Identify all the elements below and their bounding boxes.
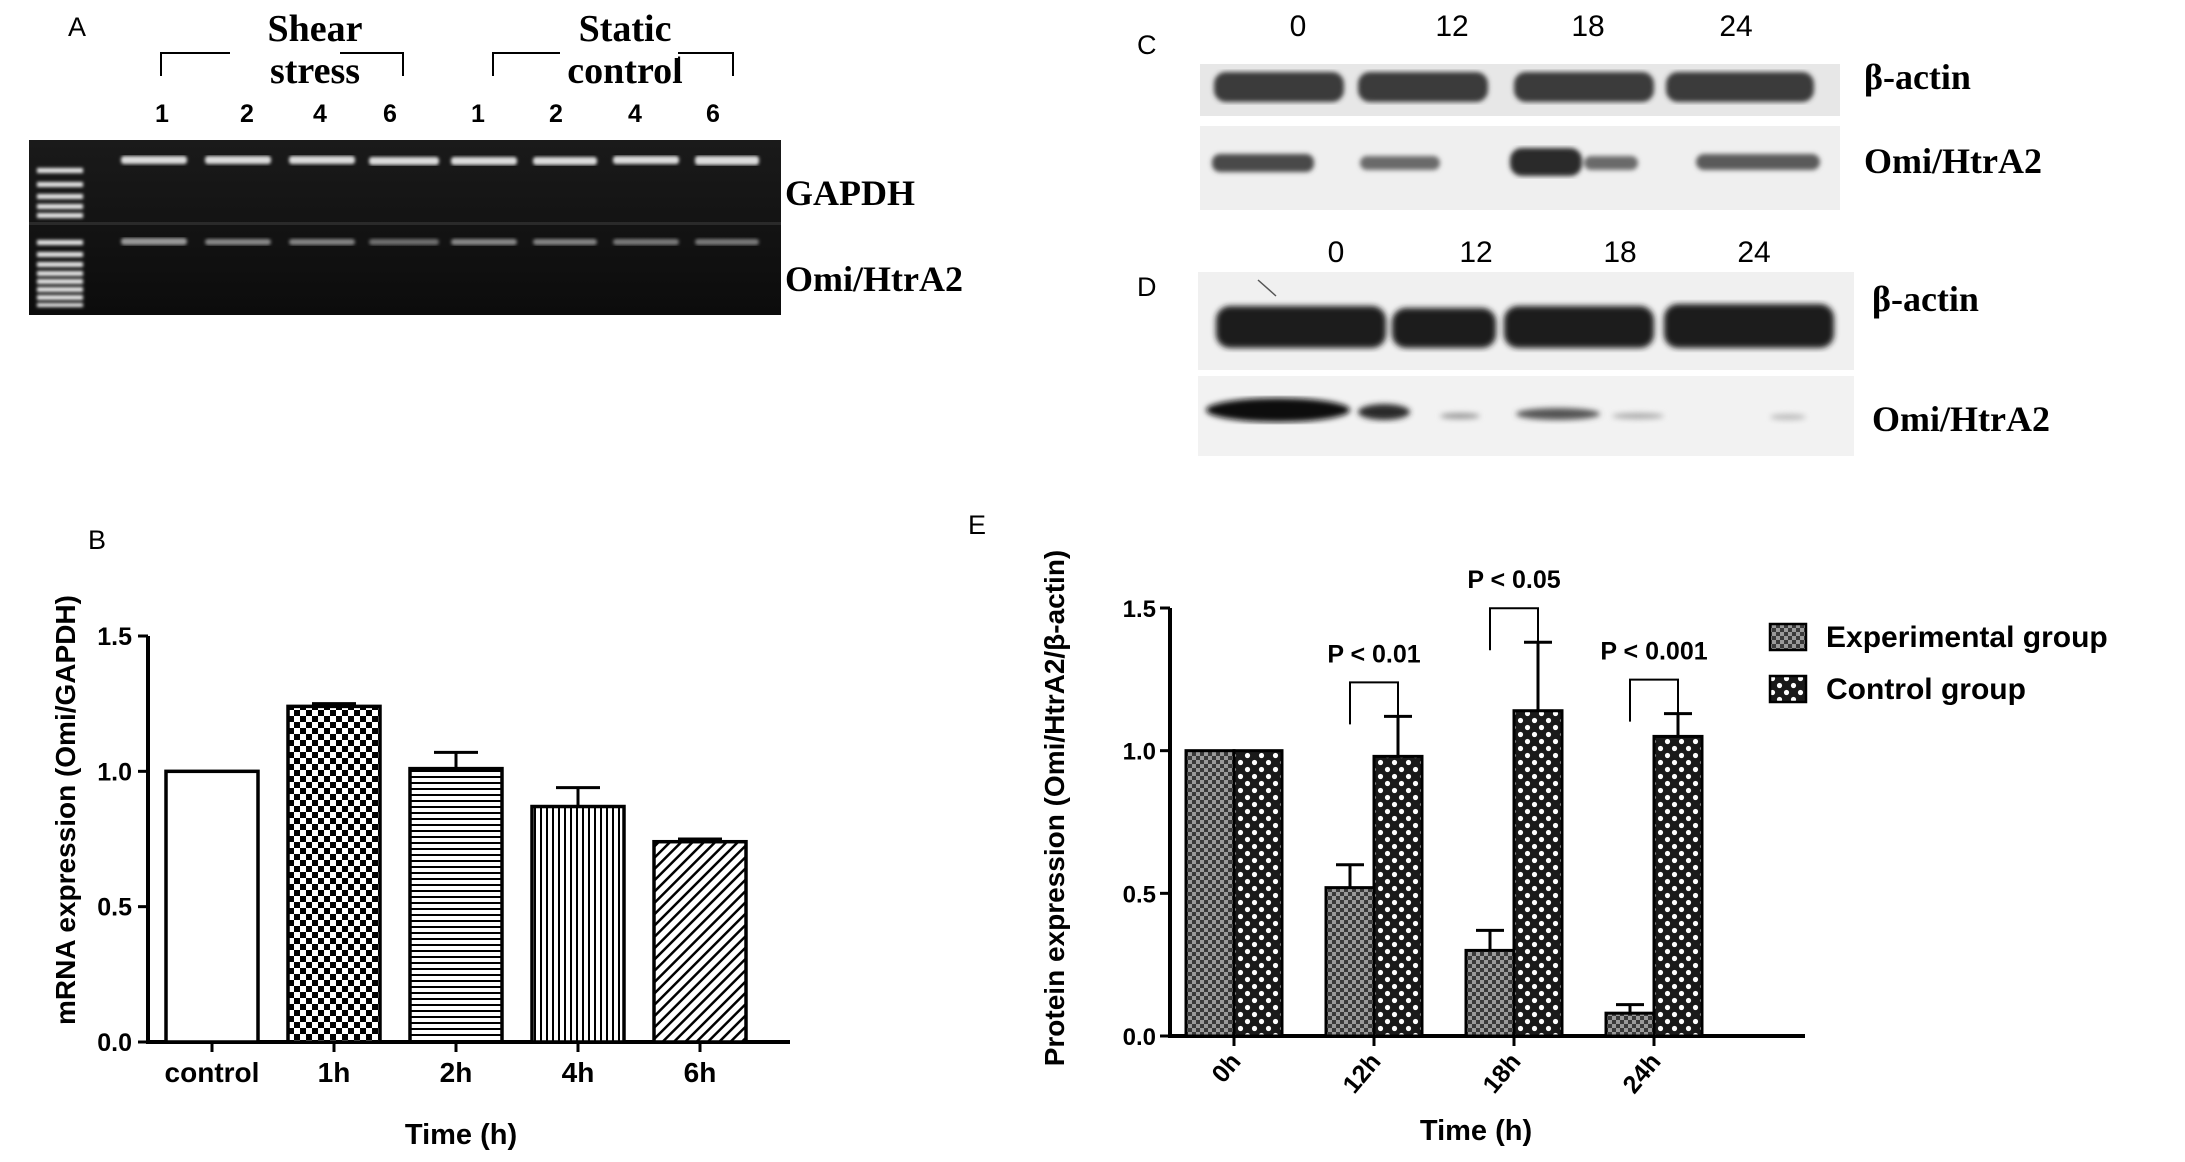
- chart-b: 0.0 0.5 1.0 1.5 control 1h 2h 4h 6h Time (h) mRNA …: [50, 595, 790, 1151]
- timepoint-label: 0: [1327, 236, 1345, 269]
- band-label-omi: Omi/HtrA2: [1864, 141, 2042, 181]
- significance-bracket: [1629, 678, 1679, 722]
- legend: Experimental group Control group: [1768, 621, 2108, 706]
- legend-label: Control group: [1826, 673, 2026, 706]
- gel-image: [29, 140, 781, 315]
- panel-letter-a: A: [68, 12, 87, 42]
- y-axis-title: mRNA expression (Omi/GAPDH): [50, 595, 81, 1025]
- bar: [1512, 709, 1564, 1038]
- significance-label: P < 0.001: [1600, 638, 1707, 666]
- timepoint-label: 12: [1435, 10, 1469, 43]
- band-label-beta-actin: β-actin: [1872, 279, 1979, 319]
- y-tick-label: 0.5: [97, 894, 132, 922]
- lane-number: 6: [706, 100, 720, 128]
- x-tick-label: control: [165, 1057, 260, 1088]
- blot-image-d: [1198, 272, 1854, 456]
- bar: [408, 766, 504, 1044]
- band-label-beta-actin: β-actin: [1864, 57, 1971, 97]
- x-tick-label: 18h: [1477, 1048, 1526, 1099]
- x-axis-title: Time (h): [405, 1119, 517, 1151]
- y-tick-label: 0.0: [1123, 1024, 1156, 1051]
- band-label-gapdh: GAPDH: [785, 173, 915, 213]
- group-label-line1: Shear: [267, 8, 363, 50]
- x-tick-label: 24h: [1617, 1048, 1666, 1099]
- bar: [652, 839, 748, 1044]
- y-tick-label: 0.5: [1123, 881, 1156, 908]
- dna-ladder: [37, 168, 83, 307]
- timepoint-label: 24: [1719, 10, 1753, 43]
- timepoint-label: 24: [1737, 236, 1771, 269]
- band-label-omi: Omi/HtrA2: [1872, 399, 2050, 439]
- blot-image-c: [1200, 64, 1840, 210]
- bar: [1464, 948, 1516, 1038]
- lane-number: 1: [155, 100, 169, 128]
- bar: [1232, 749, 1284, 1038]
- chart-e: 0.0 0.5 1.0 1.5 0h 12h 18h 24h P < 0.01 P < 0.05 P…: [1039, 550, 2108, 1147]
- panel-letter-b: B: [88, 525, 107, 555]
- band-label-omi: Omi/HtrA2: [785, 259, 963, 299]
- group-label-shear-stress: Shear stress: [268, 8, 363, 92]
- panel-letter-d: D: [1137, 272, 1157, 302]
- x-tick-label: 2h: [440, 1057, 473, 1088]
- y-tick-label: 1.5: [97, 623, 132, 651]
- x-tick-label: 0h: [1206, 1048, 1246, 1088]
- bar: [1652, 734, 1704, 1038]
- lane-number: 1: [471, 100, 485, 128]
- omi-bands: [121, 238, 759, 245]
- significance-bracket: [1489, 607, 1539, 651]
- timepoint-label: 12: [1459, 236, 1493, 269]
- gapdh-bands: [121, 156, 759, 165]
- panel-letter-e: E: [968, 510, 987, 540]
- timepoint-label: 18: [1603, 236, 1637, 269]
- legend-swatch: [1768, 674, 1808, 704]
- panel-letter-c: C: [1137, 30, 1157, 60]
- lane-number: 4: [628, 100, 642, 128]
- bar: [1184, 749, 1236, 1038]
- bar: [530, 804, 626, 1044]
- x-tick-label: 12h: [1337, 1048, 1386, 1099]
- lane-number: 2: [240, 100, 254, 128]
- legend-swatch: [1768, 622, 1808, 652]
- legend-label: Experimental group: [1826, 621, 2108, 654]
- x-tick-label: 4h: [562, 1057, 595, 1088]
- bar: [286, 704, 382, 1044]
- y-tick-label: 1.0: [1123, 739, 1156, 766]
- timepoint-label: 0: [1289, 10, 1307, 43]
- bar: [164, 769, 260, 1044]
- timepoint-label: 18: [1571, 10, 1605, 43]
- lane-number: 6: [383, 100, 397, 128]
- y-tick-label: 1.5: [1123, 596, 1156, 623]
- lane-number: 2: [549, 100, 563, 128]
- x-tick-label: 6h: [684, 1057, 717, 1088]
- significance-label: P < 0.01: [1327, 640, 1420, 668]
- y-tick-label: 0.0: [97, 1029, 132, 1057]
- y-tick-label: 1.0: [97, 758, 132, 786]
- bar: [1372, 754, 1424, 1038]
- x-tick-label: 1h: [318, 1057, 351, 1088]
- bar: [1604, 1011, 1656, 1038]
- significance-bracket: [1349, 681, 1399, 725]
- bar: [1324, 886, 1376, 1038]
- group-label-line1: Static: [578, 8, 672, 50]
- significance-label: P < 0.05: [1467, 566, 1560, 594]
- x-axis-title: Time (h): [1420, 1115, 1532, 1147]
- y-axis-title: Protein expression (Omi/HtrA2/β-actin): [1039, 550, 1070, 1067]
- lane-number: 4: [313, 100, 327, 128]
